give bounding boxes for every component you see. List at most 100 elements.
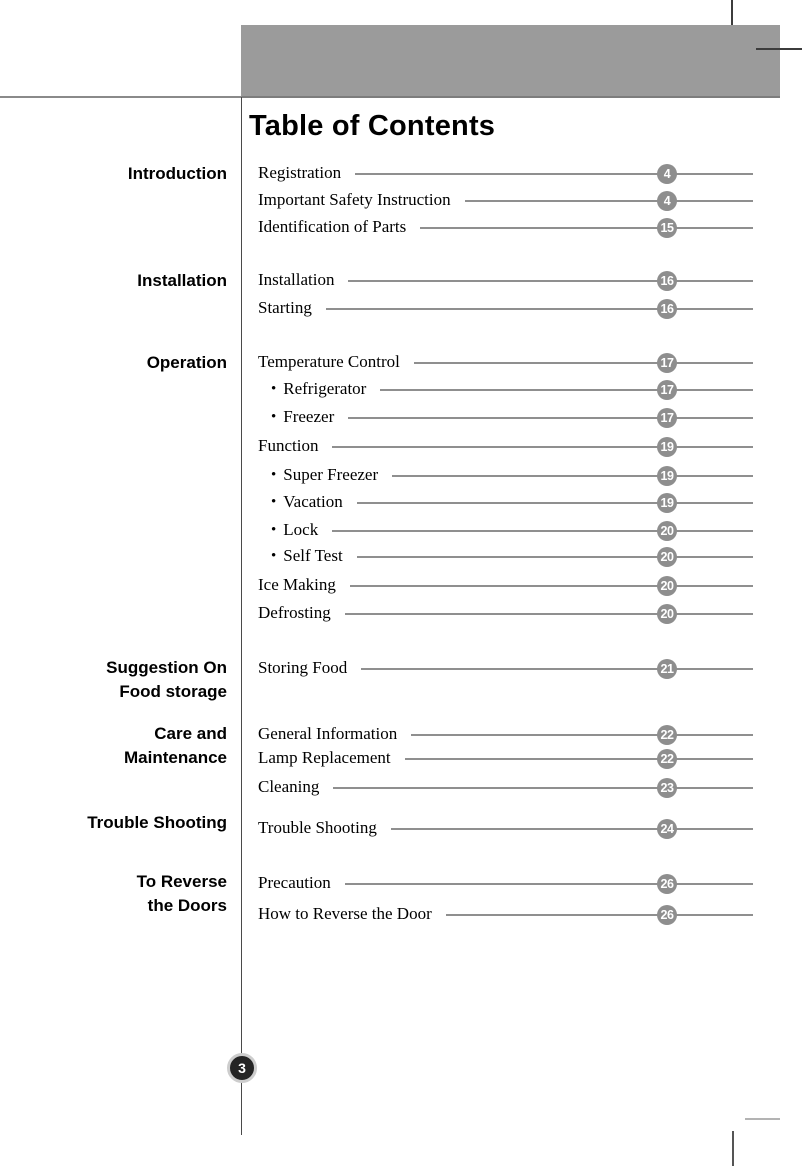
toc-entry-row: Identification of Parts 15 bbox=[258, 216, 753, 240]
page-number-badge: 23 bbox=[657, 778, 677, 798]
toc-entry-label: Installation bbox=[258, 270, 335, 289]
page-number-badge: 20 bbox=[657, 547, 677, 567]
toc-entry-row: Important Safety Instruction 4 bbox=[258, 189, 753, 213]
bullet-icon: • bbox=[271, 547, 277, 564]
leader-line bbox=[464, 200, 753, 202]
section-label-line: Installation bbox=[137, 271, 227, 290]
section-label-to-reverse-the-doors: To Reverse the Doors bbox=[17, 870, 227, 918]
leader-line bbox=[344, 883, 753, 885]
section-label-installation: Installation bbox=[17, 269, 227, 293]
leader-line bbox=[380, 389, 753, 391]
bullet-icon: • bbox=[271, 493, 277, 510]
bullet-icon: • bbox=[271, 521, 277, 538]
leader-line bbox=[361, 668, 753, 670]
toc-entry-row: • Super Freezer 19 bbox=[258, 464, 753, 488]
section-label-line: Care and bbox=[154, 724, 227, 743]
page-number-badge: 26 bbox=[657, 905, 677, 925]
column-rule bbox=[241, 97, 242, 1135]
leader-line bbox=[413, 362, 753, 364]
page-number-badge: 20 bbox=[657, 576, 677, 596]
footer-page-number: 3 bbox=[227, 1053, 257, 1083]
crop-mark-right-icon bbox=[756, 48, 802, 50]
page-number-badge: 16 bbox=[657, 299, 677, 319]
leader-line bbox=[356, 556, 753, 558]
section-label-line: Food storage bbox=[119, 682, 227, 701]
page-number-badge: 20 bbox=[657, 521, 677, 541]
page-number-badge: 24 bbox=[657, 819, 677, 839]
toc-entry-label: Storing Food bbox=[258, 658, 348, 677]
toc-entry-label: Freezer bbox=[283, 407, 335, 426]
page-number-badge: 17 bbox=[657, 408, 677, 428]
crop-mark-top-icon bbox=[731, 0, 733, 25]
page-number-badge: 4 bbox=[657, 191, 677, 211]
toc-entry-row: Defrosting 20 bbox=[258, 602, 753, 626]
page-number-badge: 4 bbox=[657, 164, 677, 184]
toc-entry-label: Refrigerator bbox=[283, 379, 367, 398]
toc-entry-row: General Information 22 bbox=[258, 723, 753, 747]
section-label-care-and-maintenance: Care and Maintenance bbox=[17, 722, 227, 770]
section-label-line: Operation bbox=[146, 353, 227, 372]
page-number-badge: 17 bbox=[657, 380, 677, 400]
toc-entry-row: How to Reverse the Door 26 bbox=[258, 903, 753, 927]
toc-entry-label: How to Reverse the Door bbox=[258, 904, 432, 923]
section-label-trouble-shooting: Trouble Shooting bbox=[17, 811, 227, 835]
bullet-icon: • bbox=[271, 380, 277, 397]
leader-line bbox=[355, 173, 753, 175]
toc-entry-row: • Freezer 17 bbox=[258, 406, 753, 430]
header-band bbox=[241, 25, 780, 98]
toc-entry-label: Self Test bbox=[283, 546, 343, 565]
toc-entry-label: Lamp Replacement bbox=[258, 748, 391, 767]
leader-line bbox=[333, 787, 753, 789]
section-label-line: the Doors bbox=[147, 896, 227, 915]
section-label-line: Introduction bbox=[127, 164, 227, 183]
leader-line bbox=[349, 585, 753, 587]
page-number-badge: 19 bbox=[657, 466, 677, 486]
page-number-badge: 19 bbox=[657, 437, 677, 457]
toc-entry-row: Ice Making 20 bbox=[258, 574, 753, 598]
bullet-icon: • bbox=[271, 408, 277, 425]
leader-line bbox=[392, 475, 753, 477]
toc-entry-label: Temperature Control bbox=[258, 352, 400, 371]
leader-line bbox=[348, 417, 753, 419]
toc-entry-label: Cleaning bbox=[258, 777, 320, 796]
toc-entry-row: Installation 16 bbox=[258, 269, 753, 293]
page-number-badge: 21 bbox=[657, 659, 677, 679]
page-number-badge: 15 bbox=[657, 218, 677, 238]
toc-entry-label: Important Safety Instruction bbox=[258, 190, 451, 209]
leader-line bbox=[332, 446, 753, 448]
section-label-line: Maintenance bbox=[124, 748, 227, 767]
toc-entry-row: • Lock 20 bbox=[258, 519, 753, 543]
toc-entry-label: Function bbox=[258, 436, 319, 455]
page-number-badge: 19 bbox=[657, 493, 677, 513]
section-label-line: To Reverse bbox=[136, 872, 227, 891]
leader-line bbox=[411, 734, 753, 736]
crop-mark-bottom-icon bbox=[732, 1131, 734, 1166]
leader-line bbox=[420, 227, 753, 229]
toc-entry-label: Lock bbox=[283, 520, 319, 539]
leader-line bbox=[325, 308, 753, 310]
section-label-operation: Operation bbox=[17, 351, 227, 375]
leader-line bbox=[332, 530, 753, 532]
toc-entry-row: Lamp Replacement 22 bbox=[258, 747, 753, 771]
leader-line bbox=[356, 502, 753, 504]
toc-entry-row: Registration 4 bbox=[258, 162, 753, 186]
page-number-badge: 20 bbox=[657, 604, 677, 624]
toc-entry-label: Vacation bbox=[283, 492, 343, 511]
toc-entry-row: Trouble Shooting 24 bbox=[258, 817, 753, 841]
bullet-icon: • bbox=[271, 466, 277, 483]
page-title: Table of Contents bbox=[249, 110, 496, 142]
toc-entry-row: Cleaning 23 bbox=[258, 776, 753, 800]
page-number-badge: 22 bbox=[657, 749, 677, 769]
toc-entry-label: Registration bbox=[258, 163, 342, 182]
leader-line bbox=[390, 828, 753, 830]
toc-entry-row: • Refrigerator 17 bbox=[258, 378, 753, 402]
page-number-badge: 26 bbox=[657, 874, 677, 894]
page-number-badge: 16 bbox=[657, 271, 677, 291]
leader-line bbox=[445, 914, 753, 916]
section-label-suggestion-on-food-storage: Suggestion On Food storage bbox=[17, 656, 227, 704]
section-label-introduction: Introduction bbox=[17, 162, 227, 186]
toc-entry-label: Precaution bbox=[258, 873, 331, 892]
section-label-line: Trouble Shooting bbox=[87, 813, 227, 832]
leader-line bbox=[404, 758, 753, 760]
